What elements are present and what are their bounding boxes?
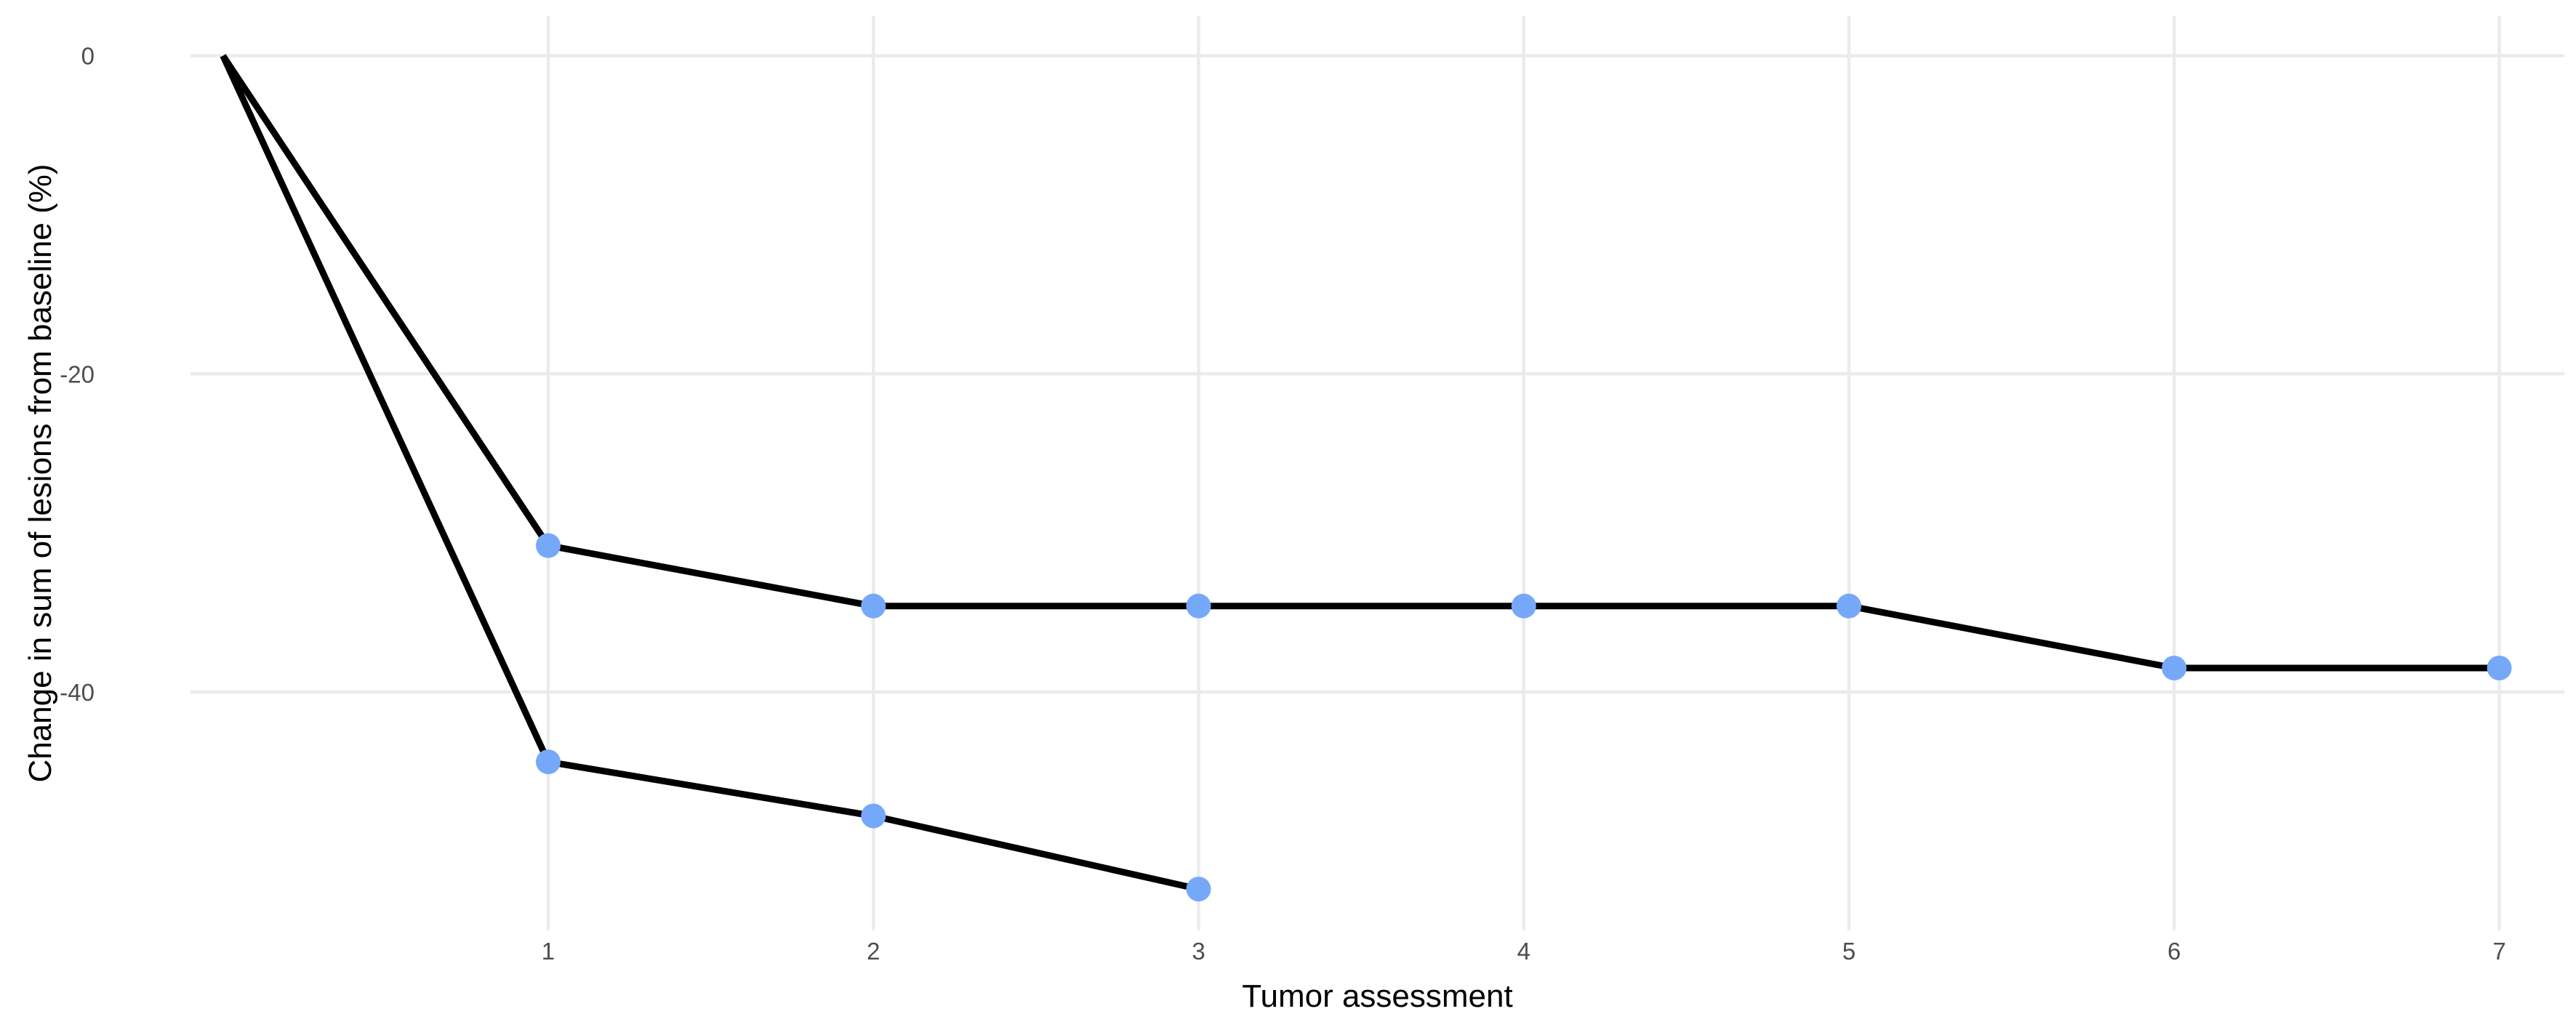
series-points — [535, 533, 2512, 902]
x-tick-label: 6 — [2167, 938, 2180, 965]
y-tick-label: -40 — [60, 679, 95, 706]
grid — [190, 16, 2564, 930]
data-point — [2162, 656, 2187, 681]
data-point — [1837, 593, 1862, 619]
x-axis-title: Tumor assessment — [1242, 978, 1512, 1014]
data-point — [1511, 593, 1536, 619]
y-tick-label: -20 — [60, 361, 95, 387]
x-tick-label: 1 — [542, 938, 555, 965]
data-point — [1186, 877, 1211, 902]
series-lines — [220, 54, 2500, 893]
data-point — [535, 533, 561, 558]
x-tick-label: 2 — [867, 938, 880, 965]
x-tick-label: 7 — [2492, 938, 2505, 965]
data-point — [861, 803, 886, 829]
x-tick-label: 3 — [1192, 938, 1205, 965]
x-tick-label: 4 — [1517, 938, 1530, 965]
x-tick-label: 5 — [1842, 938, 1855, 965]
series-line-1 — [220, 54, 2500, 672]
series-line-2 — [220, 54, 1200, 893]
data-point — [535, 749, 561, 775]
y-tick-label: 0 — [81, 43, 95, 70]
tick-labels: 0 -20 -40 1 2 3 4 5 6 7 — [60, 43, 2505, 965]
data-point — [1186, 593, 1211, 619]
data-point — [2487, 656, 2512, 681]
y-axis-title: Change in sum of lesions from baseline (… — [23, 164, 58, 782]
data-point — [861, 593, 886, 619]
